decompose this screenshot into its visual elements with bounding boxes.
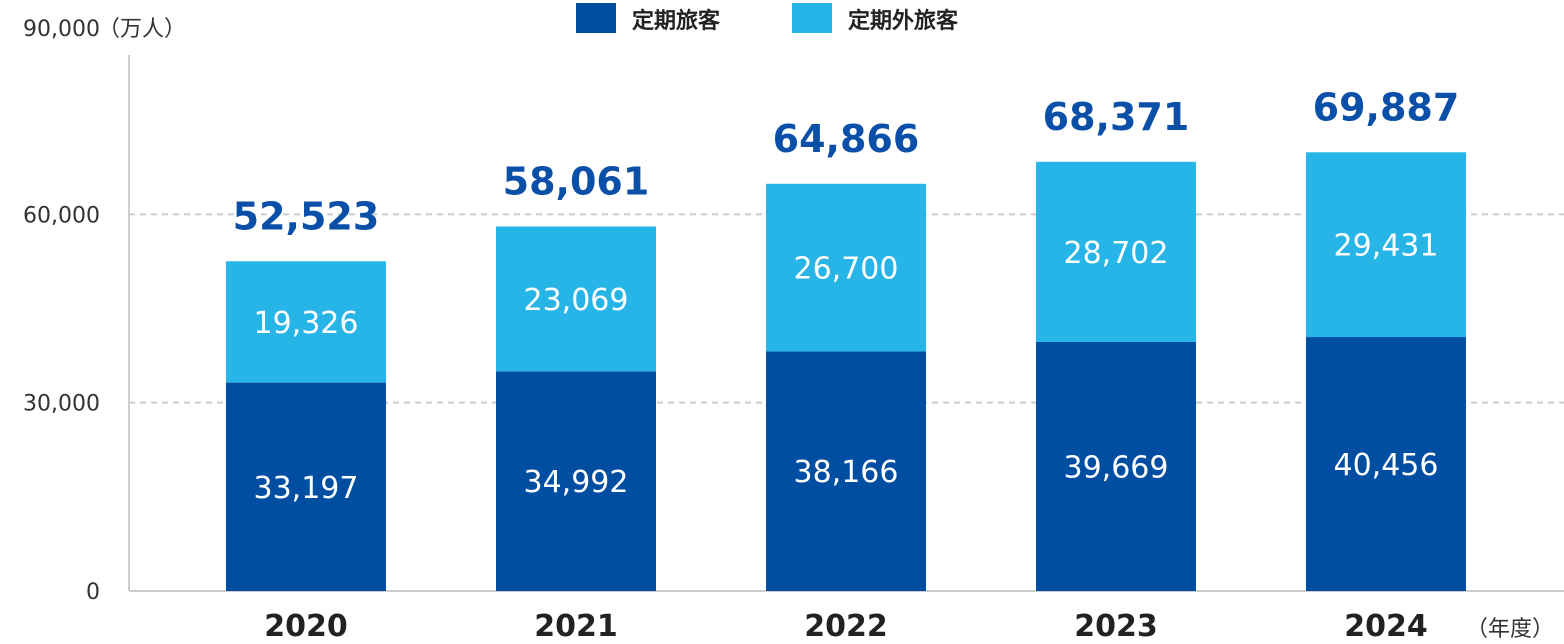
x-axis-unit: （年度） [1466, 617, 1554, 642]
x-tick-label: 2022 [804, 609, 888, 644]
total-label: 52,523 [233, 194, 380, 238]
total-label: 64,866 [773, 117, 920, 161]
data-label-non-regular: 28,702 [1064, 236, 1169, 271]
data-label-regular: 34,992 [524, 465, 629, 500]
legend-swatch-regular [576, 3, 616, 33]
bar-segment-regular [496, 371, 656, 591]
x-tick-label: 2020 [264, 609, 348, 644]
bars: 33,197 19,326 52,523 34,992 23,069 58,061 38,1… [226, 85, 1466, 591]
bar-segment-regular [766, 351, 926, 591]
total-label: 68,371 [1043, 95, 1190, 139]
bar-segment-regular [1306, 337, 1466, 591]
y-tick-labels: 0 30,000 60,000 90,000 [23, 17, 100, 605]
bar-segment-non-regular [766, 183, 926, 352]
y-axis-unit: （万人） [98, 17, 186, 42]
data-label-regular: 39,669 [1064, 450, 1169, 485]
x-tick-label: 2023 [1074, 609, 1158, 644]
y-tick-label: 90,000 [23, 17, 100, 42]
bar-segment-regular [226, 382, 386, 591]
data-label-regular: 33,197 [254, 471, 359, 506]
data-label-non-regular: 29,431 [1334, 229, 1439, 264]
legend-label-regular: 定期旅客 [632, 8, 721, 34]
bar-segment-non-regular [1036, 161, 1196, 342]
y-tick-label: 30,000 [23, 392, 100, 417]
data-label-regular: 38,166 [794, 455, 899, 490]
legend-swatch-non-regular [792, 3, 832, 33]
x-tick-labels: 2020 2021 2022 2023 2024 [264, 609, 1428, 644]
bar-segment-non-regular [226, 261, 386, 383]
total-label: 69,887 [1313, 85, 1460, 129]
bar-segment-non-regular [496, 226, 656, 372]
legend-label-non-regular: 定期外旅客 [848, 8, 959, 34]
x-tick-label: 2021 [534, 609, 618, 644]
data-label-regular: 40,456 [1334, 448, 1439, 483]
data-label-non-regular: 19,326 [254, 306, 359, 341]
x-tick-label: 2024 [1344, 609, 1428, 644]
y-tick-label: 60,000 [23, 203, 100, 228]
data-label-non-regular: 26,700 [794, 252, 899, 287]
data-label-non-regular: 23,069 [524, 283, 629, 318]
legend: 定期旅客 定期外旅客 [576, 3, 959, 34]
y-tick-label: 0 [86, 580, 100, 605]
bar-segment-regular [1036, 341, 1196, 591]
bar-segment-non-regular [1306, 152, 1466, 338]
total-label: 58,061 [503, 160, 650, 204]
